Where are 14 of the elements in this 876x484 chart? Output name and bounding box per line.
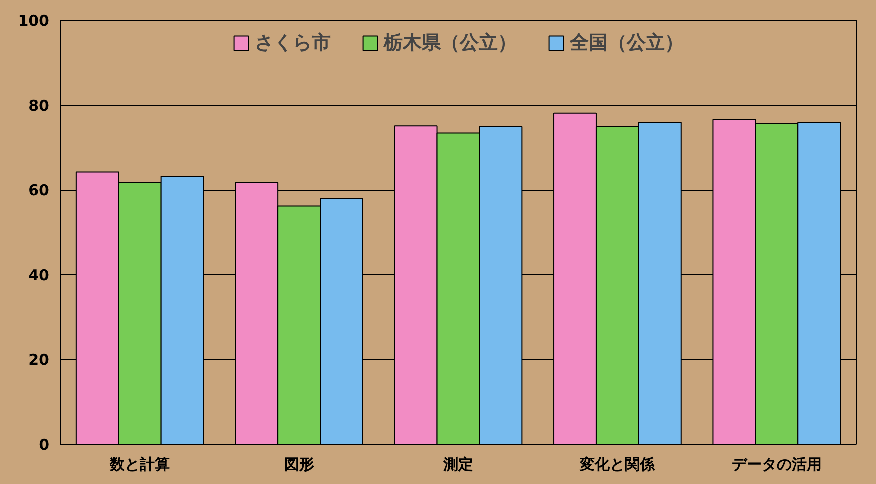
y-tick-label: 80 bbox=[28, 96, 50, 115]
legend-label: さくら市 bbox=[255, 31, 331, 56]
y-tick-label: 40 bbox=[28, 266, 50, 284]
y-tick-label: 100 bbox=[18, 12, 50, 30]
x-tick-label: 変化と関係 bbox=[579, 456, 656, 474]
x-tick-label: データの活用 bbox=[732, 456, 822, 474]
x-tick-label: 測定 bbox=[442, 456, 474, 474]
y-tick-label: 20 bbox=[28, 351, 50, 370]
y-tick-label: 60 bbox=[28, 182, 50, 200]
legend-label: 栃木県（公立） bbox=[384, 31, 517, 56]
y-tick-label: 0 bbox=[39, 436, 50, 454]
x-tick-label: 数と計算 bbox=[109, 456, 170, 474]
legend-label: 全国（公立） bbox=[570, 31, 684, 56]
x-tick-label: 図形 bbox=[284, 456, 314, 474]
